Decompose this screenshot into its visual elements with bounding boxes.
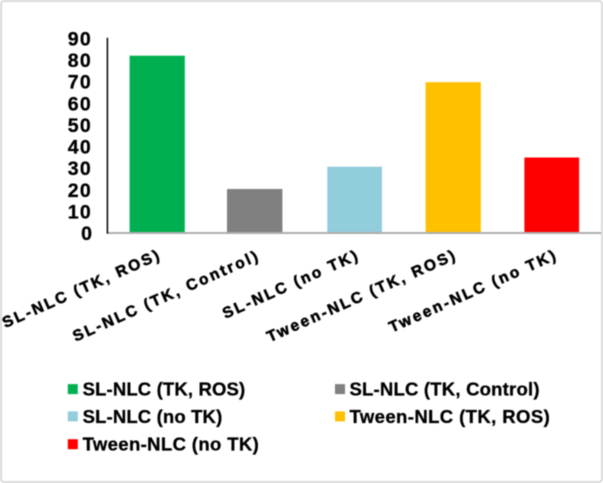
svg-text:50: 50	[68, 115, 92, 137]
svg-text:60: 60	[68, 93, 92, 115]
svg-text:20: 20	[68, 180, 92, 202]
svg-text:30: 30	[68, 158, 92, 180]
svg-text:Tween-NLC (no TK): Tween-NLC (no TK)	[83, 434, 260, 455]
svg-text:70: 70	[68, 72, 92, 94]
svg-text:SL-NLC (no TK): SL-NLC (no TK)	[83, 406, 223, 427]
svg-text:80: 80	[68, 50, 92, 72]
svg-text:SL-NLC (TK, Control): SL-NLC (TK, Control)	[350, 379, 540, 400]
svg-text:40: 40	[68, 137, 92, 159]
svg-text:0: 0	[81, 223, 92, 245]
svg-text:10: 10	[68, 202, 92, 224]
svg-text:SL-NLC (TK, ROS): SL-NLC (TK, ROS)	[83, 379, 246, 400]
svg-text:Tween-NLC (TK, ROS): Tween-NLC (TK, ROS)	[350, 406, 551, 427]
svg-text:90: 90	[68, 29, 92, 51]
